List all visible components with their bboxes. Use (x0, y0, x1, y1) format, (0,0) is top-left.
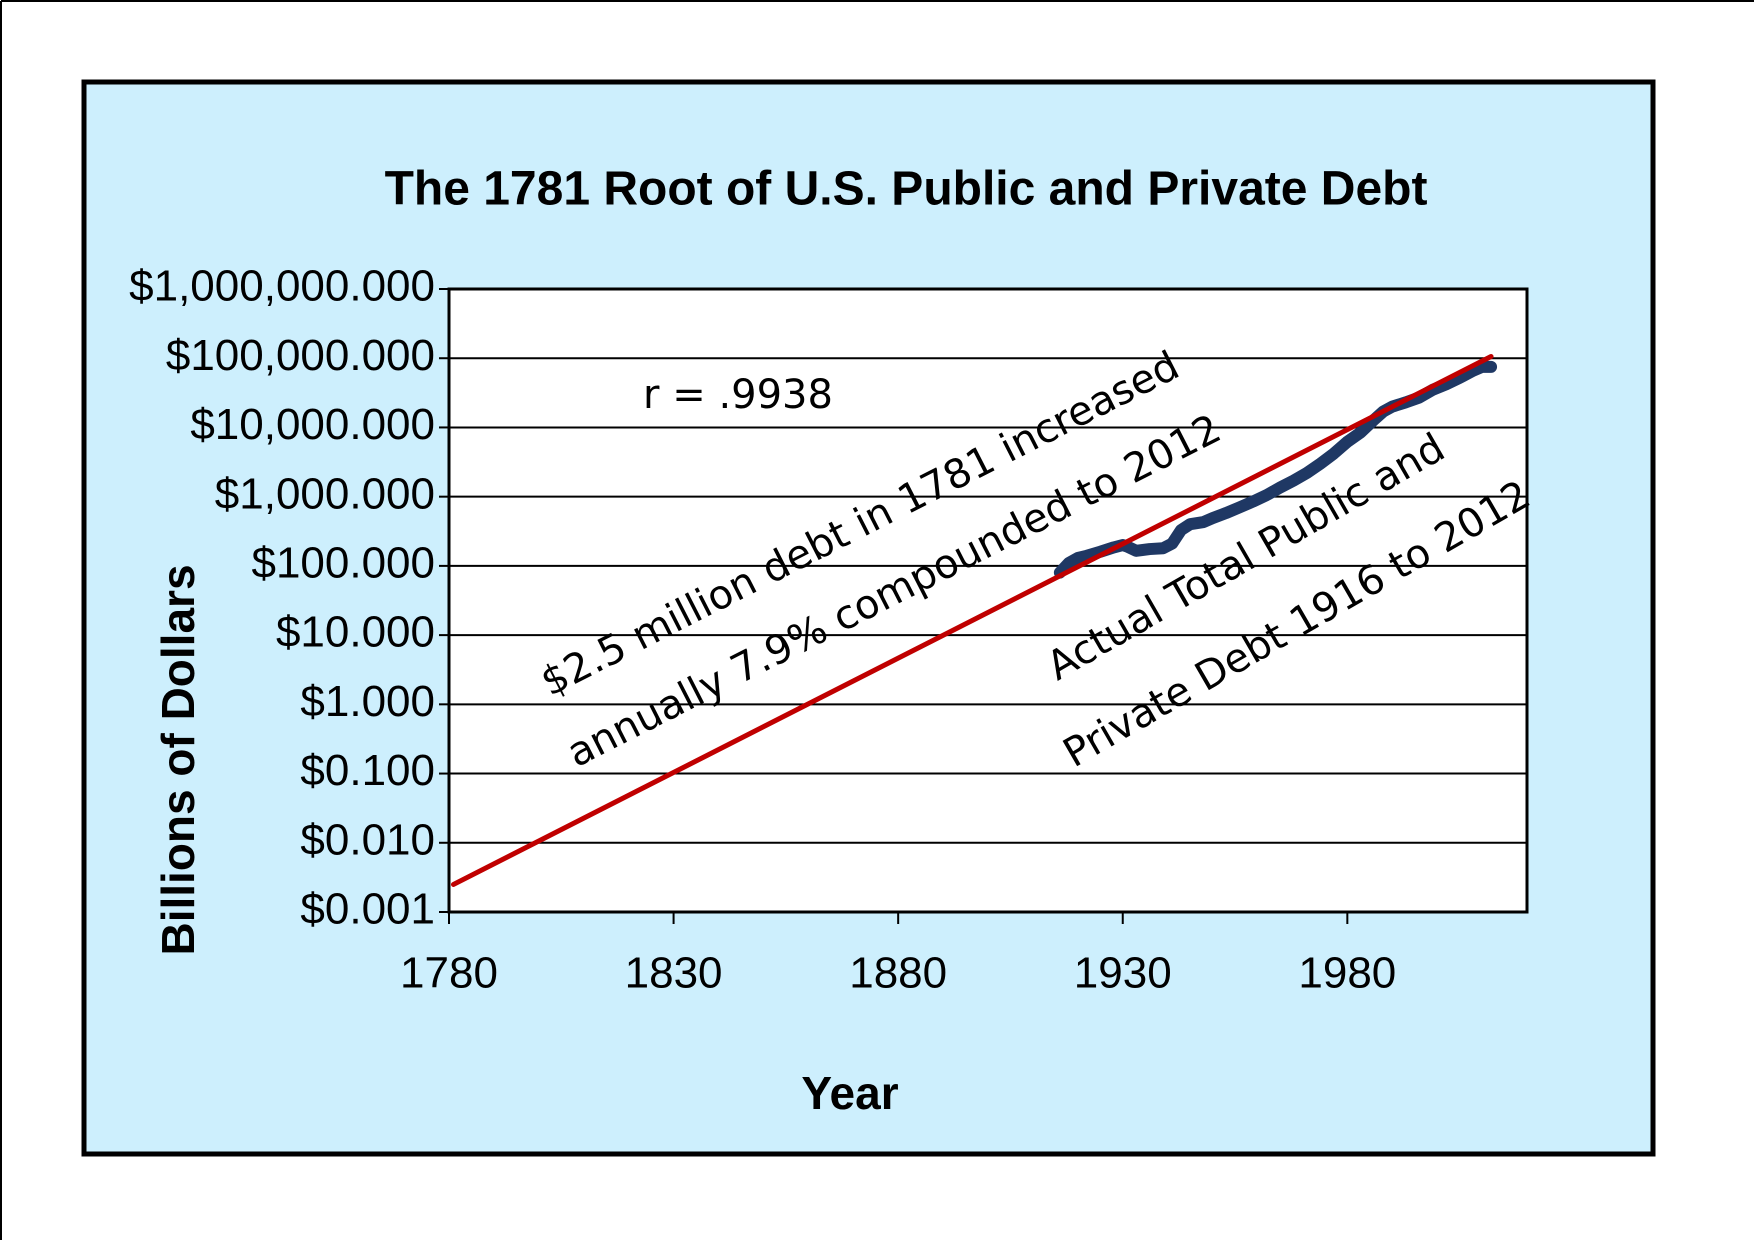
y-tick-label: $10,000.000 (190, 400, 435, 449)
y-tick-label: $1.000 (300, 677, 435, 726)
x-tick-label: 1780 (400, 949, 498, 998)
plot-area (447, 287, 1529, 914)
y-tick-label: $100.000 (251, 539, 435, 588)
y-tick-label: $10.000 (276, 608, 435, 657)
y-tick-label: $0.010 (300, 815, 435, 864)
x-tick-label: 1880 (849, 949, 947, 998)
chart-title: The 1781 Root of U.S. Public and Private… (385, 163, 1428, 216)
y-axis-label: Billions of Dollars (152, 564, 204, 955)
annotation: r = .9938 (643, 372, 833, 418)
x-tick-label: 1830 (625, 949, 723, 998)
axes: $0.001 $0.010 $0.100 $1.000 $10.000 $100.000 $… (129, 262, 1527, 998)
x-tick-label: 1980 (1298, 949, 1396, 998)
x-axis-label: Year (801, 1067, 898, 1119)
x-tick-label: 1930 (1074, 949, 1172, 998)
data-line (450, 353, 1494, 887)
y-tick-label: $1,000,000.000 (129, 262, 435, 311)
y-tick-label: $0.001 (300, 885, 435, 934)
y-tick-label: $100,000.000 (166, 331, 435, 380)
y-tick-label: $1,000.000 (215, 469, 435, 518)
y-tick-label: $0.100 (300, 746, 435, 795)
